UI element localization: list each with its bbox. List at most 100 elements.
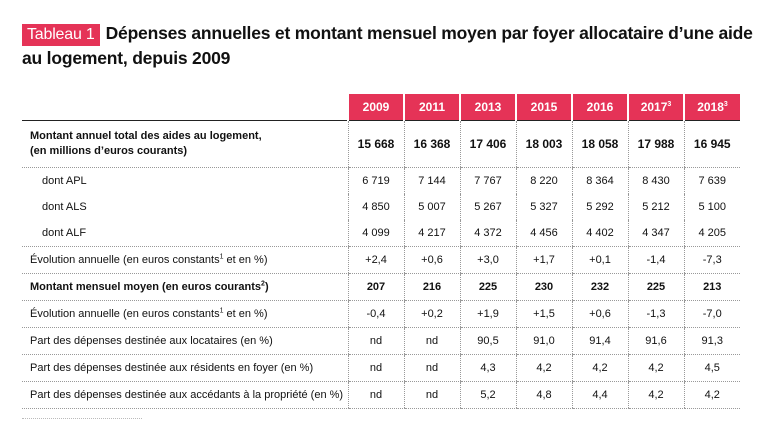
cell-value: +0,1 [571, 246, 628, 274]
row-label: Part des dépenses destinée aux résidents… [22, 354, 348, 382]
table-row: dont ALS 4 850 5 007 5 267 5 327 5 292 5… [22, 194, 740, 220]
year-header: 2011 [404, 94, 461, 121]
cell-value: +1,9 [459, 300, 516, 328]
cell-value: -1,4 [627, 246, 684, 274]
cell-value: +1,7 [515, 246, 572, 274]
cell-value: nd [347, 327, 404, 355]
cell-value: 5,2 [459, 381, 516, 409]
cell-value: 18 058 [571, 120, 628, 168]
year-header: 2015 [516, 94, 573, 121]
cell-value: 5 267 [459, 194, 516, 220]
cell-value: 4 205 [683, 220, 740, 247]
cell-value: +0,6 [403, 246, 460, 274]
table-row: Montant annuel total des aides au logeme… [22, 120, 740, 168]
cell-value: -7,3 [683, 246, 740, 274]
row-label: dont APL [42, 175, 87, 187]
cell-value: 4 099 [347, 220, 404, 247]
cell-value: 4,2 [515, 354, 572, 382]
cell-value: 5 100 [683, 194, 740, 220]
cell-value: 17 988 [627, 120, 684, 168]
cell-value: 5 007 [403, 194, 460, 220]
cell-value: 216 [403, 273, 460, 301]
cell-value: 4 217 [403, 220, 460, 247]
row-label: Part des dépenses destinée aux locataire… [22, 327, 348, 355]
table-title: Tableau 1 Dépenses annuelles et montant m… [22, 21, 762, 71]
cell-value: -0,4 [347, 300, 404, 328]
cell-value: +1,5 [515, 300, 572, 328]
cell-value: 90,5 [459, 327, 516, 355]
cell-value: 7 767 [459, 167, 516, 194]
cell-value: nd [403, 381, 460, 409]
cell-value: 225 [627, 273, 684, 301]
year-header: 20183 [684, 94, 740, 121]
table-number-badge: Tableau 1 [22, 24, 100, 46]
cell-value: 91,6 [627, 327, 684, 355]
cell-value: 5 212 [627, 194, 684, 220]
cell-value: nd [347, 354, 404, 382]
table-row: Part des dépenses destinée aux résidents… [22, 354, 740, 382]
row-label: Évolution annuelle (en euros constants1 … [22, 300, 348, 328]
cell-value: 232 [571, 273, 628, 301]
cell-value: 207 [347, 273, 404, 301]
cell-value: 6 719 [347, 167, 404, 194]
cell-value: 17 406 [459, 120, 516, 168]
cell-value: 4,4 [571, 381, 628, 409]
cell-value: +2,4 [347, 246, 404, 274]
year-header: 2016 [572, 94, 629, 121]
row-label: dont ALF [22, 220, 348, 247]
cell-value: 4,2 [683, 381, 740, 409]
table-row: Part des dépenses destinée aux accédants… [22, 381, 740, 409]
cell-value: 16 945 [683, 120, 740, 168]
cell-value: 7 639 [683, 167, 740, 194]
cell-value: 213 [683, 273, 740, 301]
cell-value: 91,0 [515, 327, 572, 355]
row-label: Part des dépenses destinée aux accédants… [22, 381, 348, 409]
cell-value: 4 402 [571, 220, 628, 247]
cell-value: -7,0 [683, 300, 740, 328]
cell-value: 91,4 [571, 327, 628, 355]
cell-value: 4,3 [459, 354, 516, 382]
cell-value: 4,5 [683, 354, 740, 382]
header-blank [22, 94, 349, 121]
cell-value: -1,3 [627, 300, 684, 328]
cell-value: 91,3 [683, 327, 740, 355]
year-header: 20173 [628, 94, 685, 121]
header-row: 2009 2011 2013 2015 2016 20173 20183 [22, 94, 740, 121]
cell-value: +3,0 [459, 246, 516, 274]
table-title-text: Dépenses annuelles et montant mensuel mo… [22, 23, 753, 68]
cell-value: 4 372 [459, 220, 516, 247]
row-label: dont ALS [42, 201, 87, 213]
footnote-divider [22, 418, 142, 420]
table-row: dont ALF 4 099 4 217 4 372 4 456 4 402 4… [22, 220, 740, 247]
cell-value: +0,6 [571, 300, 628, 328]
cell-value: nd [347, 381, 404, 409]
cell-value: nd [403, 327, 460, 355]
table-row: Part des dépenses destinée aux locataire… [22, 327, 740, 355]
cell-value: 4,2 [571, 354, 628, 382]
cell-value: 8 220 [515, 167, 572, 194]
cell-value: 230 [515, 273, 572, 301]
row-label: Montant annuel total des aides au logeme… [22, 120, 348, 168]
row-label: Évolution annuelle (en euros constants1 … [22, 246, 348, 274]
data-table: 2009 2011 2013 2015 2016 20173 20183 Mon… [22, 94, 740, 409]
table-row: dont APL 6 719 7 144 7 767 8 220 8 364 8… [22, 167, 740, 194]
cell-value: 5 292 [571, 194, 628, 220]
cell-value: 4,2 [627, 381, 684, 409]
cell-value: 4 456 [515, 220, 572, 247]
table-row: Montant mensuel moyen (en euros courants… [22, 273, 740, 301]
table-row: Évolution annuelle (en euros constants1 … [22, 300, 740, 328]
cell-value: nd [403, 354, 460, 382]
year-header: 2009 [348, 94, 405, 121]
cell-value: 4 850 [347, 194, 404, 220]
cell-value: 8 364 [571, 167, 628, 194]
cell-value: 4 347 [627, 220, 684, 247]
cell-value: 225 [459, 273, 516, 301]
table-row: Évolution annuelle (en euros constants1 … [22, 246, 740, 274]
cell-value: 8 430 [627, 167, 684, 194]
cell-value: +0,2 [403, 300, 460, 328]
cell-value: 15 668 [347, 120, 404, 168]
year-header: 2013 [460, 94, 517, 121]
cell-value: 5 327 [515, 194, 572, 220]
cell-value: 4,2 [627, 354, 684, 382]
row-label: Montant mensuel moyen (en euros courants… [22, 273, 348, 301]
